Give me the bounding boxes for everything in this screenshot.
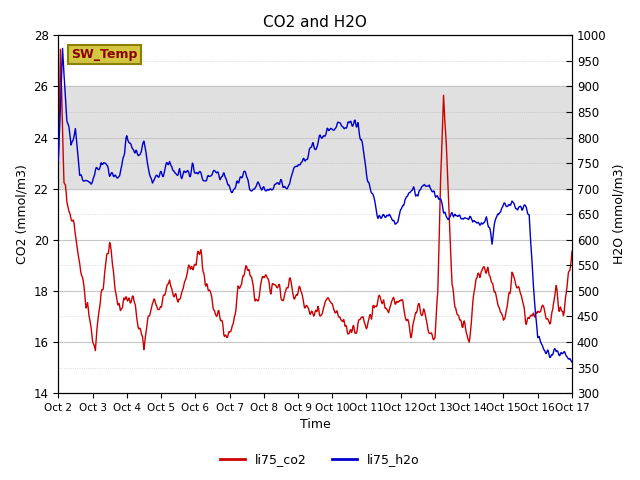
Legend: li75_co2, li75_h2o: li75_co2, li75_h2o [215, 448, 425, 471]
Bar [58, 86, 572, 189]
Y-axis label: CO2 (mmol/m3): CO2 (mmol/m3) [15, 164, 28, 264]
Y-axis label: H2O (mmol/m3): H2O (mmol/m3) [612, 164, 625, 264]
X-axis label: Time: Time [300, 419, 330, 432]
Title: CO2 and H2O: CO2 and H2O [263, 15, 367, 30]
Text: SW_Temp: SW_Temp [71, 48, 138, 61]
